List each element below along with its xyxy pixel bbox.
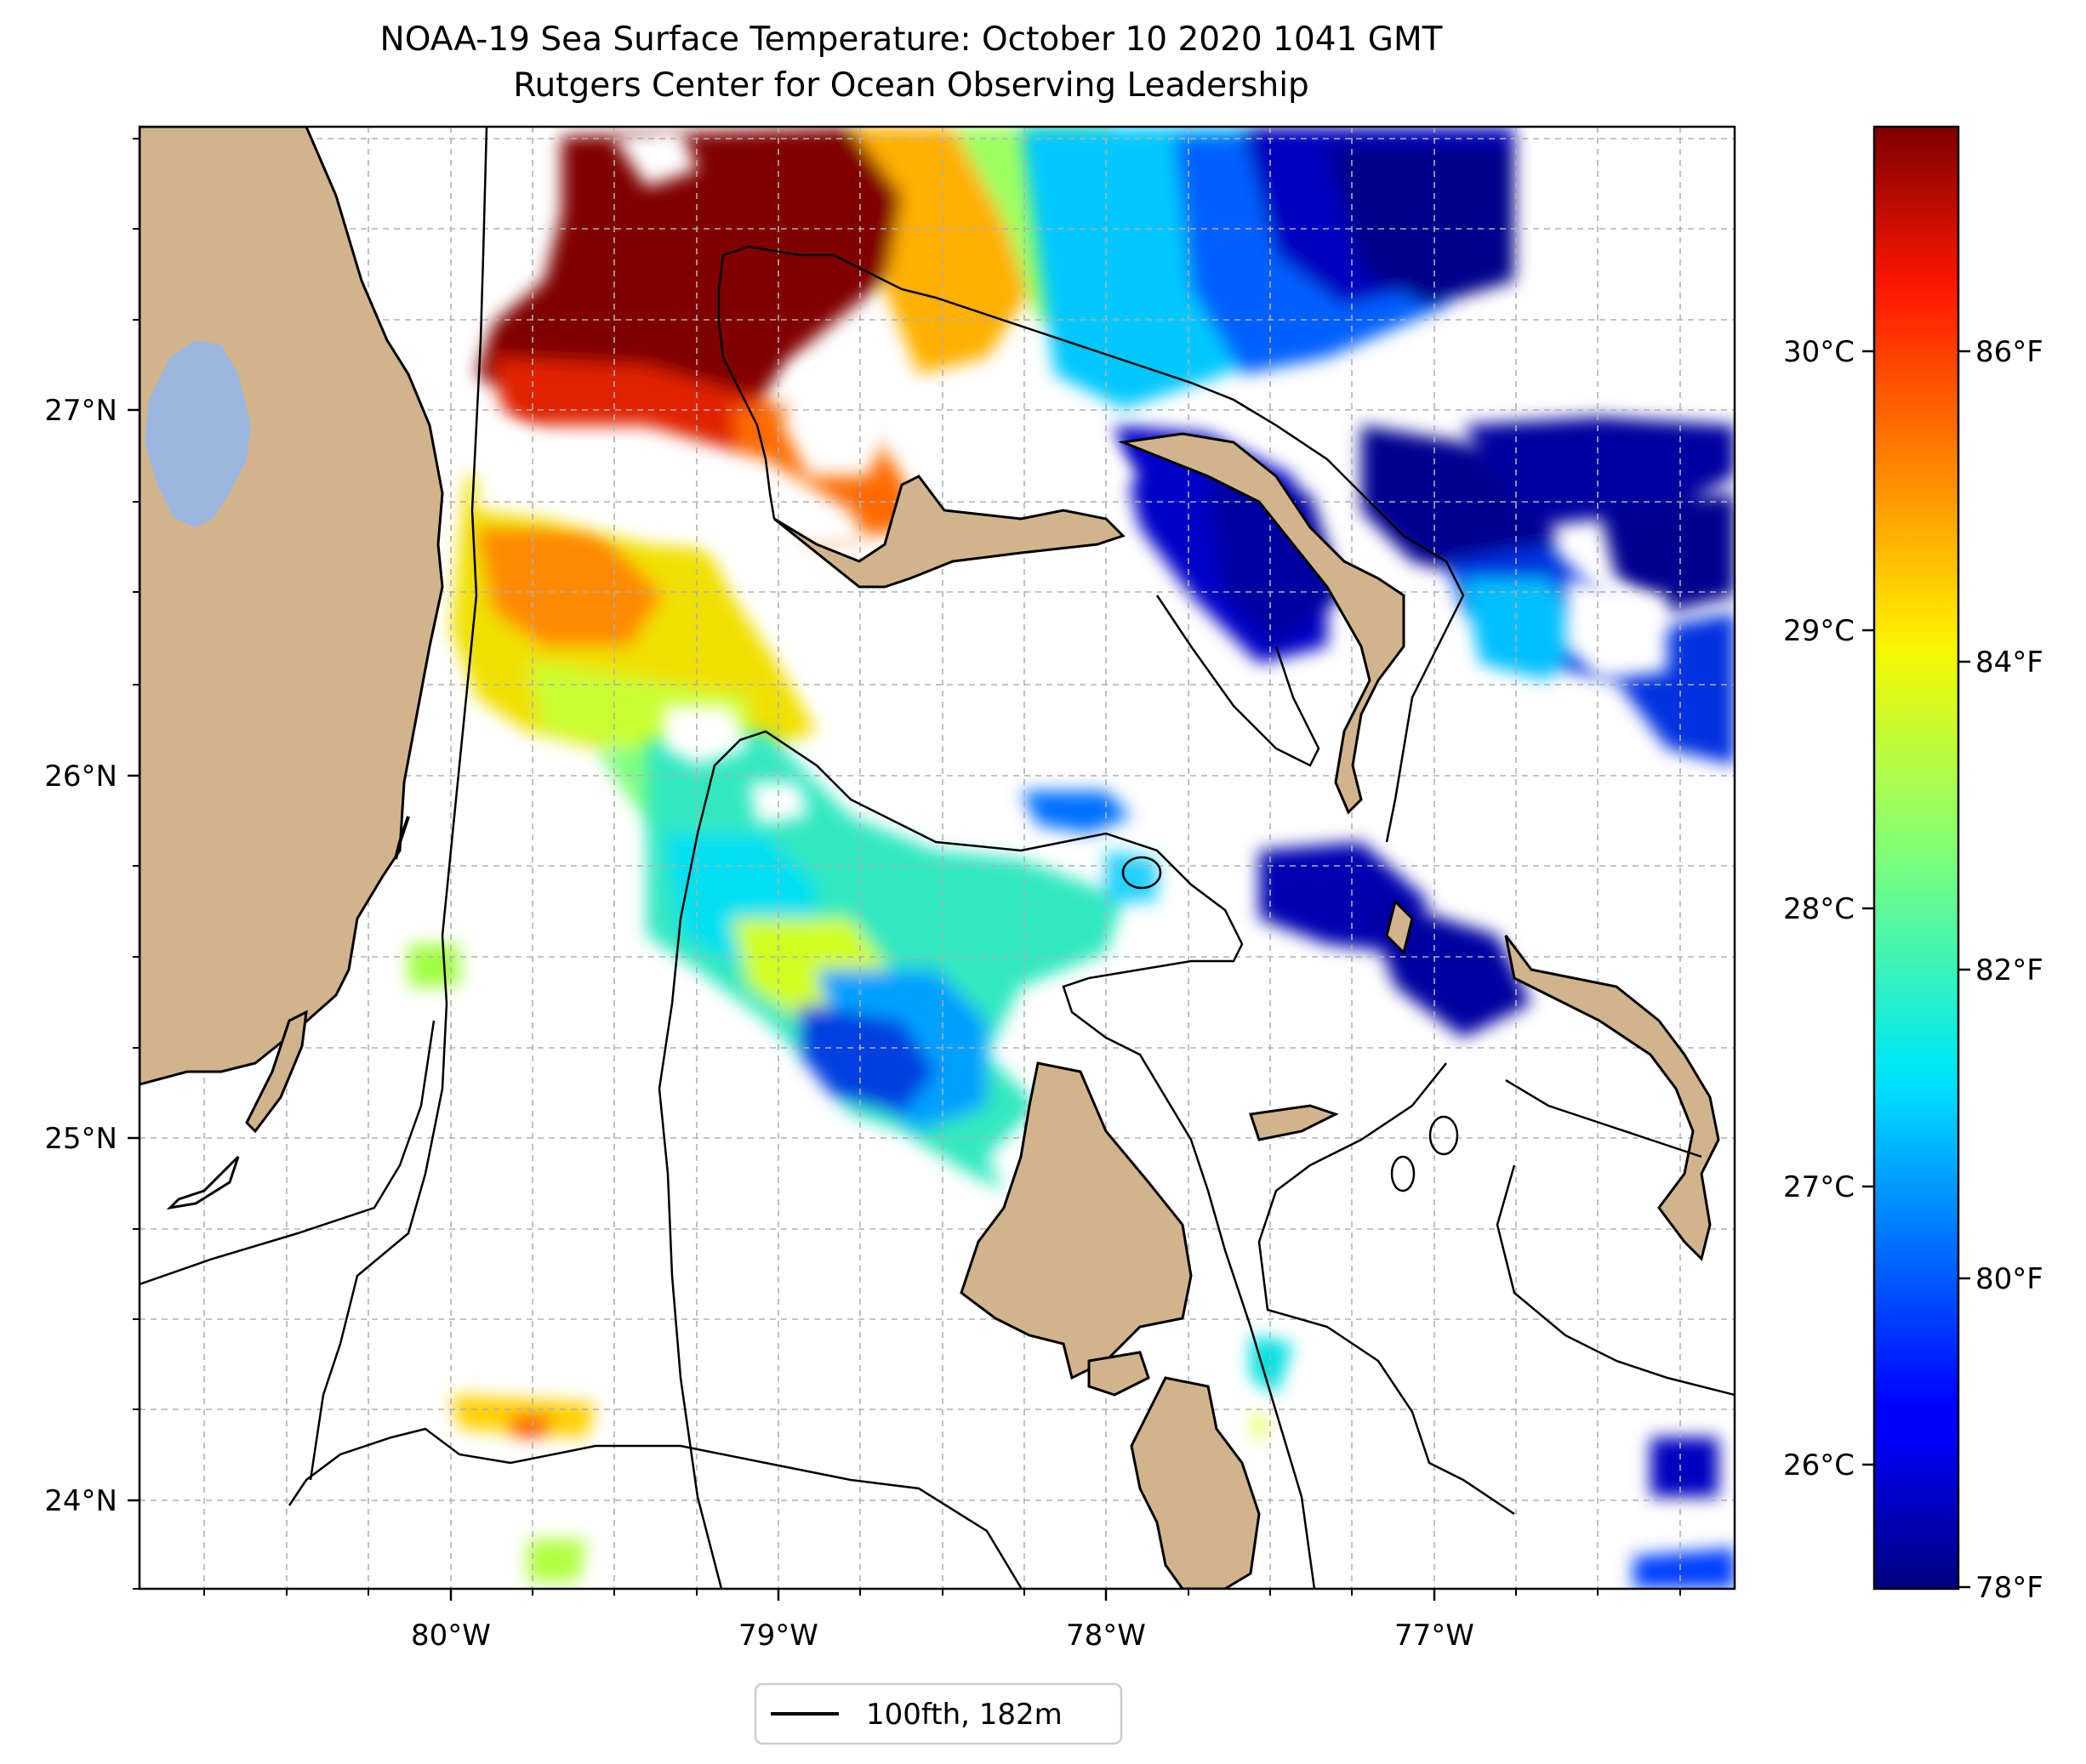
- abaco-island: [1118, 432, 1405, 815]
- eleuthera-island: [1504, 935, 1720, 1261]
- fahrenheit-label: 80°F: [1975, 1262, 2043, 1296]
- legend: 100fth, 182m: [754, 1682, 1123, 1745]
- andros-island: [960, 1061, 1193, 1380]
- lon-label: 79°W: [738, 1619, 818, 1653]
- map-panel: [140, 127, 1735, 1589]
- longitude-labels: 80°W 79°W 78°W 77°W: [411, 1619, 1474, 1653]
- colorbar: 30°C 29°C 28°C 27°C 26°C 86°F 84°F 82°F …: [1783, 125, 2043, 1605]
- grand-bahama: [773, 475, 1126, 589]
- lon-label: 77°W: [1394, 1619, 1474, 1653]
- legend-box: [754, 1682, 1123, 1745]
- lon-label: 78°W: [1066, 1619, 1146, 1653]
- lat-label: 27°N: [44, 394, 117, 428]
- fahrenheit-label: 82°F: [1975, 953, 2043, 987]
- chart-subtitle: Rutgers Center for Ocean Observing Leade…: [513, 66, 1309, 105]
- lat-label: 26°N: [44, 760, 117, 794]
- celsius-label: 28°C: [1783, 892, 1855, 926]
- colorbar-frame: [1872, 125, 1960, 1590]
- lon-label: 80°W: [411, 1619, 491, 1653]
- minor-ticks: [133, 138, 1681, 1596]
- chart-title: NOAA-19 Sea Surface Temperature: October…: [379, 20, 1443, 59]
- major-ticks: [128, 408, 1436, 1601]
- celsius-label: 29°C: [1783, 614, 1855, 648]
- map-frame: [138, 125, 1736, 1590]
- celsius-label: 26°C: [1783, 1448, 1855, 1482]
- fahrenheit-label: 78°F: [1975, 1571, 2043, 1605]
- latitude-labels: 27°N 26°N 25°N 24°N: [44, 394, 117, 1518]
- isobath-100fth: [140, 127, 1735, 1589]
- celsius-label: 30°C: [1783, 335, 1855, 369]
- lake-okeechobee: [145, 340, 251, 527]
- lat-label: 25°N: [44, 1122, 117, 1156]
- colorbar-fahrenheit-labels: 86°F 84°F 82°F 80°F 78°F: [1975, 335, 2043, 1605]
- colorbar-celsius-labels: 30°C 29°C 28°C 27°C 26°C: [1783, 335, 1855, 1482]
- fahrenheit-label: 84°F: [1975, 646, 2043, 680]
- colorbar-ticks: [1862, 350, 1970, 1589]
- lat-label: 24°N: [44, 1484, 117, 1518]
- legend-label: 100fth, 182m: [866, 1698, 1063, 1732]
- celsius-label: 27°C: [1783, 1170, 1855, 1204]
- fahrenheit-label: 86°F: [1975, 335, 2043, 369]
- colorbar-gradient: [1874, 127, 1958, 1589]
